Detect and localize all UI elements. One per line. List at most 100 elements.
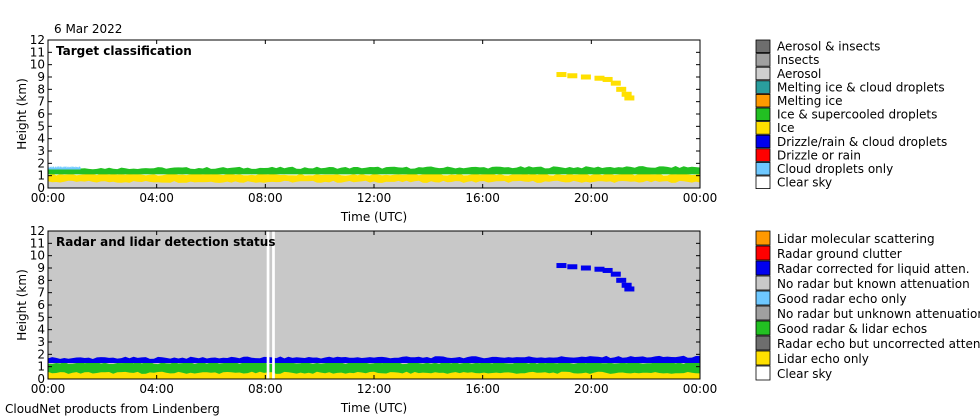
date-label: 6 Mar 2022 — [54, 22, 123, 36]
y-tick-label: 10 — [30, 249, 45, 263]
x-tick-label: 20:00 — [574, 191, 609, 205]
gap-clear-sky-1 — [272, 231, 275, 379]
legend-label: Cloud droplets only — [777, 162, 893, 176]
elevated-layer-point — [610, 80, 621, 86]
legend-swatch — [755, 39, 771, 54]
elevated-layer-point — [616, 277, 627, 283]
x-tick-label: 00:00 — [31, 191, 66, 205]
chart-title: Radar and lidar detection status — [56, 235, 275, 249]
legend-swatch — [755, 320, 771, 336]
legend-label: Drizzle or rain — [777, 148, 861, 162]
y-axis-label: Height (km) — [15, 78, 29, 149]
legend-label: No radar but known attenuation — [777, 277, 970, 291]
y-tick-label: 7 — [37, 95, 45, 109]
elevated-layer-point — [602, 76, 613, 82]
y-tick-label: 5 — [37, 310, 45, 324]
legend-label: Good radar echo only — [777, 292, 907, 306]
elevated-layer-point — [594, 266, 605, 272]
legend-label: Radar corrected for liquid atten. — [777, 262, 970, 276]
y-tick-label: 6 — [37, 107, 45, 121]
y-tick-label: 12 — [30, 224, 45, 238]
legend-label: Clear sky — [777, 367, 832, 381]
legend-swatch — [755, 350, 771, 366]
elevated-layer-point — [624, 286, 635, 292]
legend-label: Radar echo but uncorrected atten. — [777, 337, 980, 351]
legend-swatch — [755, 230, 771, 246]
y-tick-label: 1 — [37, 360, 45, 374]
legend-swatch — [755, 80, 771, 94]
x-tick-label: 08:00 — [248, 191, 283, 205]
y-tick-label: 0 — [37, 372, 45, 386]
legend-label: Good radar & lidar echos — [777, 322, 927, 336]
x-tick-label: 20:00 — [574, 382, 609, 396]
elevated-layer-point — [624, 95, 635, 101]
legend-label: Insects — [777, 53, 819, 67]
layer-cloud-droplets-only — [48, 165, 81, 170]
legend-swatch — [755, 94, 771, 108]
layer-radar-corrected-for-liquid-atten- — [48, 355, 700, 363]
legend-swatch — [755, 245, 771, 261]
legend-swatch — [755, 335, 771, 351]
y-tick-label: 0 — [37, 181, 45, 195]
gap-clear-sky-0 — [266, 231, 270, 379]
x-tick-label: 16:00 — [465, 382, 500, 396]
y-tick-label: 1 — [37, 169, 45, 183]
y-tick-label: 7 — [37, 286, 45, 300]
x-tick-label: 16:00 — [465, 191, 500, 205]
x-axis-label: Time (UTC) — [340, 210, 407, 224]
y-tick-label: 5 — [37, 119, 45, 133]
y-tick-label: 3 — [37, 144, 45, 158]
elevated-layer-point — [580, 74, 591, 80]
elevated-layer-point — [594, 75, 605, 81]
legend-label: Melting ice & cloud droplets — [777, 80, 945, 94]
chart-title: Target classification — [56, 44, 192, 58]
y-tick-label: 2 — [37, 347, 45, 361]
plot-background — [48, 231, 700, 379]
legend-swatch — [755, 290, 771, 306]
legend-swatch — [755, 365, 771, 381]
elevated-layer-point — [621, 282, 632, 288]
y-tick-label: 9 — [37, 70, 45, 84]
x-tick-label: 08:00 — [248, 382, 283, 396]
elevated-layer-point — [567, 73, 578, 79]
x-tick-label: 04:00 — [139, 382, 174, 396]
footer-credit: CloudNet products from Lindenberg — [5, 402, 220, 416]
legend-label: Ice — [777, 121, 795, 135]
legend-swatch — [755, 134, 771, 149]
y-tick-label: 11 — [30, 236, 45, 250]
legend-label: Lidar molecular scattering — [777, 232, 935, 246]
y-tick-label: 4 — [37, 132, 45, 146]
y-tick-label: 8 — [37, 273, 45, 287]
x-tick-label: 12:00 — [357, 191, 392, 205]
legend-label: Aerosol & insects — [777, 40, 880, 54]
legend-swatch — [755, 148, 771, 162]
elevated-layer-point — [556, 72, 567, 78]
x-axis-label: Time (UTC) — [340, 401, 407, 415]
elevated-layer-point — [616, 86, 627, 92]
legend-label: Melting ice — [777, 94, 842, 108]
y-tick-label: 10 — [30, 58, 45, 72]
x-tick-label: 00:00 — [683, 191, 718, 205]
y-axis-label: Height (km) — [15, 269, 29, 340]
legend-swatch — [755, 66, 771, 81]
x-tick-label: 00:00 — [31, 382, 66, 396]
legend-label: Drizzle/rain & cloud droplets — [777, 135, 947, 149]
layer-ice-supercooled-droplets — [48, 166, 700, 175]
elevated-layer-point — [580, 265, 591, 271]
y-tick-label: 11 — [30, 45, 45, 59]
legend-swatch — [755, 175, 771, 190]
y-tick-label: 8 — [37, 82, 45, 96]
elevated-layer-point — [621, 91, 632, 97]
plot-background — [48, 40, 700, 188]
y-tick-label: 4 — [37, 323, 45, 337]
legend-swatch — [755, 305, 771, 321]
elevated-layer-point — [602, 267, 613, 273]
legend-label: Radar ground clutter — [777, 247, 902, 261]
legend-swatch — [755, 260, 771, 276]
y-tick-label: 6 — [37, 298, 45, 312]
x-tick-label: 12:00 — [357, 382, 392, 396]
y-tick-label: 9 — [37, 261, 45, 275]
elevated-layer-point — [556, 263, 567, 269]
